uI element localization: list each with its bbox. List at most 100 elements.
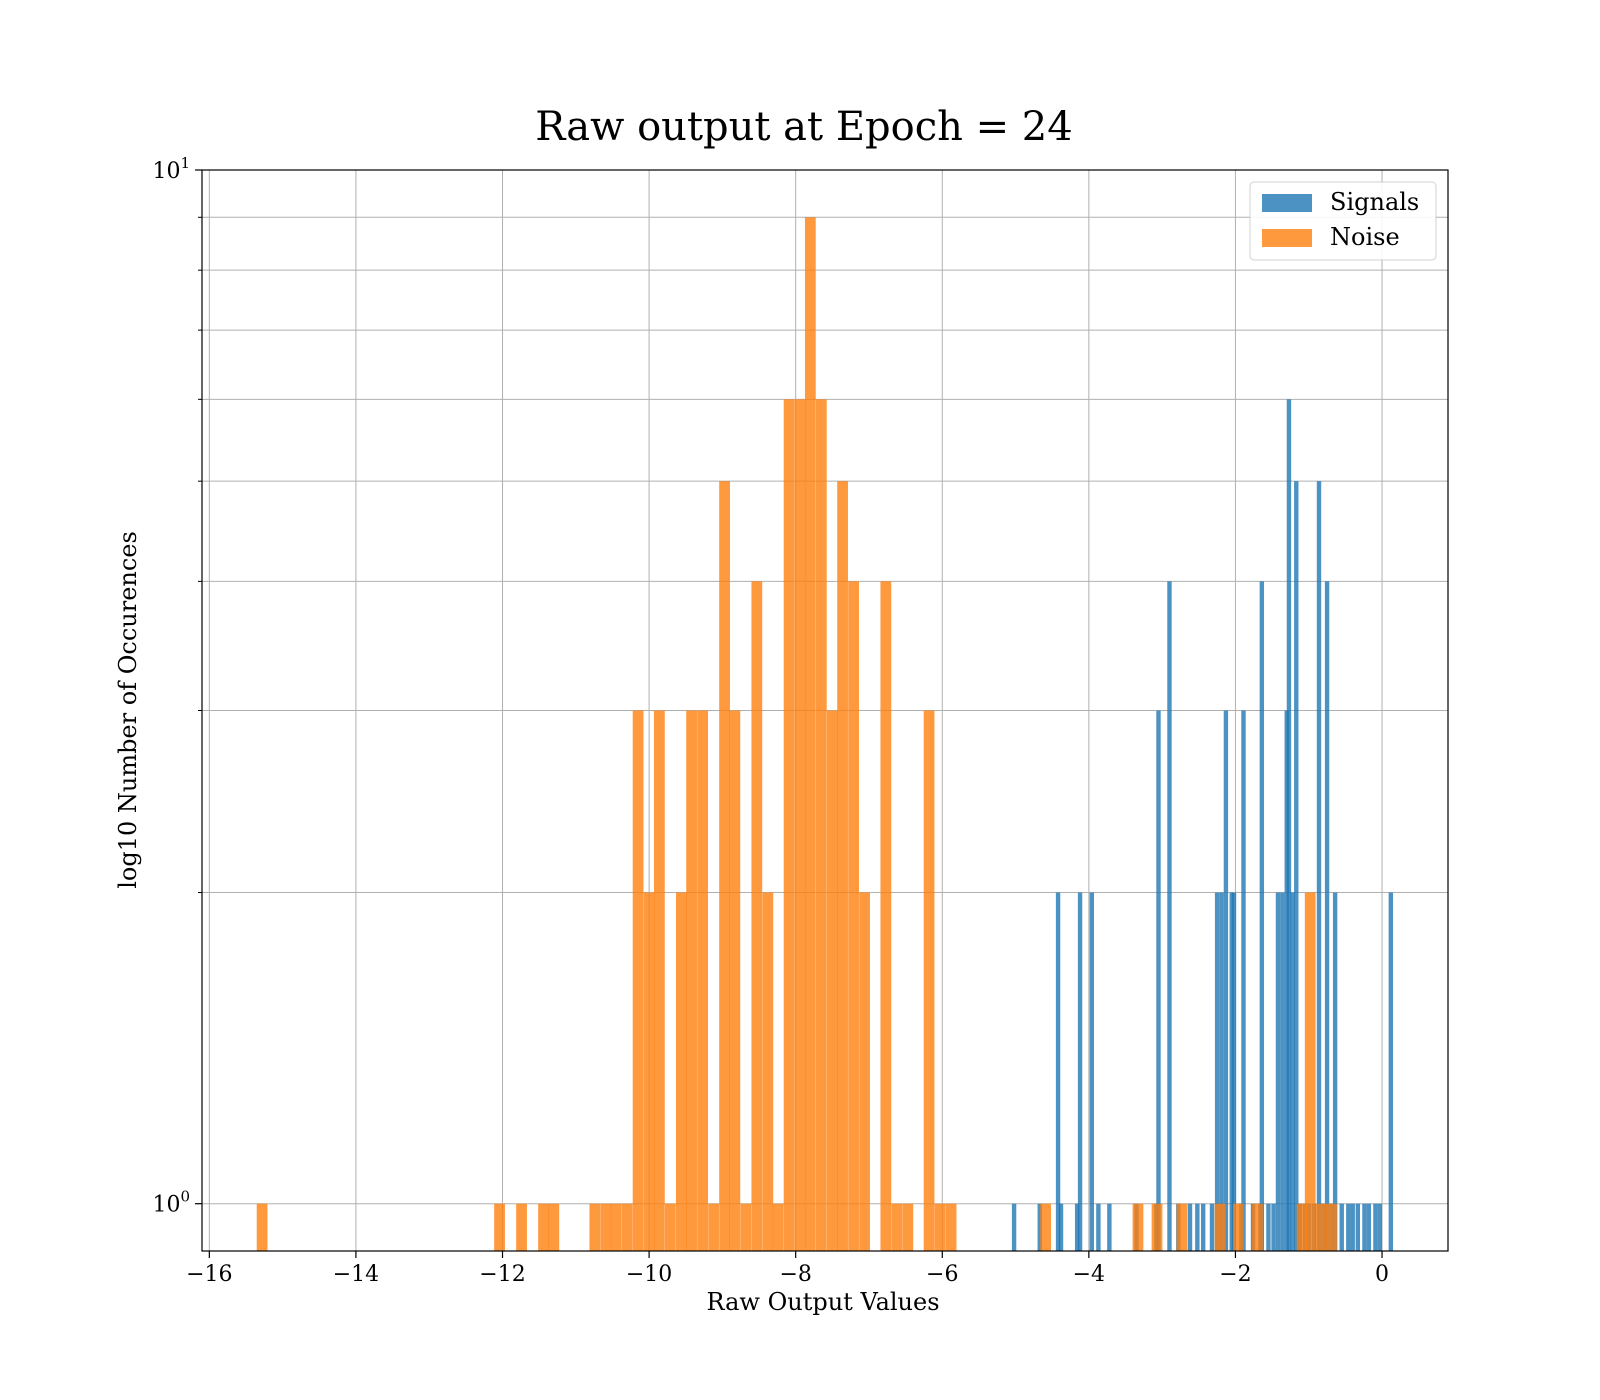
noise-bar (516, 1203, 527, 1251)
noise-bar (1252, 1203, 1263, 1251)
signals-bar (1362, 1203, 1367, 1251)
axis-ticks: −16 −14 −12 −10 −8 −6 −4 −2 0 100 101 (152, 154, 1389, 1287)
noise-bar (804, 217, 816, 1251)
signals-bar (1037, 1203, 1042, 1251)
y-tick-label: 100 (152, 1188, 190, 1218)
noise-bar (1176, 1203, 1188, 1251)
noise-bar (600, 1203, 612, 1251)
noise-bar (762, 892, 774, 1251)
signals-bar (1074, 1203, 1080, 1251)
signals-bar (1350, 1203, 1355, 1251)
signals-bars (1011, 399, 1394, 1252)
x-tick-label: −6 (926, 1262, 958, 1287)
x-tick-label: −2 (1219, 1262, 1251, 1287)
signals-bar (1373, 1203, 1378, 1251)
noise-bar (1315, 1203, 1327, 1251)
legend-label-signals: Signals (1330, 188, 1419, 216)
noise-bar (610, 1203, 622, 1251)
signals-bar (1294, 481, 1299, 1252)
y-axis-label: log10 Number of Occurences (114, 531, 142, 889)
signals-bar (1058, 1203, 1064, 1251)
signals-bar (1077, 892, 1083, 1251)
signals-bar (1316, 481, 1322, 1252)
legend: Signals Noise (1249, 181, 1437, 261)
noise-bar (719, 481, 730, 1252)
signals-bar (1214, 892, 1220, 1251)
noise-bar (859, 892, 870, 1251)
x-tick-label: −12 (479, 1262, 525, 1287)
signals-bar (1332, 892, 1338, 1251)
signals-bar (1290, 892, 1295, 1251)
noise-bar (826, 710, 838, 1251)
signals-bar (1089, 892, 1094, 1251)
noise-bar (945, 1203, 957, 1251)
signals-bar (1167, 581, 1172, 1251)
x-tick-label: −4 (1073, 1262, 1105, 1287)
noise-bar (1040, 1203, 1052, 1251)
noise-bar (772, 1203, 784, 1251)
y-tick-label: 101 (152, 154, 190, 184)
signals-bar (1266, 1203, 1271, 1251)
noise-bar (740, 1203, 752, 1251)
noise-bar (848, 581, 859, 1251)
signals-bar (1339, 1203, 1344, 1251)
signals-bar (1156, 710, 1161, 1251)
signals-bar (1271, 1203, 1276, 1251)
noise-bar (923, 710, 935, 1251)
x-tick-label: −14 (333, 1262, 379, 1287)
signals-bar (1200, 1203, 1206, 1251)
noise-bar (632, 710, 644, 1251)
noise-bar (256, 1203, 268, 1251)
signals-bar (1286, 399, 1292, 1251)
signals-bar (1377, 1203, 1383, 1251)
signals-bar (1055, 892, 1061, 1251)
x-tick-label: 0 (1375, 1262, 1389, 1287)
noise-bar (708, 1203, 719, 1251)
signals-bar (1324, 581, 1330, 1251)
noise-bar (1304, 892, 1316, 1251)
signals-bar (1223, 710, 1229, 1251)
noise-bar (621, 1203, 633, 1251)
signals-bar (1241, 710, 1246, 1251)
x-tick-label: −16 (186, 1262, 232, 1287)
noise-bar (751, 581, 763, 1251)
noise-bar (934, 1203, 946, 1251)
noise-bar (1296, 1203, 1308, 1251)
legend-swatch-noise (1262, 229, 1312, 247)
signals-bar (1096, 1203, 1101, 1251)
noise-bar (729, 710, 741, 1251)
noise-bar (548, 1203, 560, 1251)
signals-bar (1275, 892, 1281, 1251)
noise-bar (1151, 1203, 1163, 1251)
x-tick-label: −8 (779, 1262, 811, 1287)
noise-bar (538, 1203, 549, 1251)
noise-bars (256, 217, 1337, 1252)
noise-bar (1214, 1203, 1226, 1251)
signals-bar (1355, 1203, 1361, 1251)
noise-bar (794, 399, 806, 1251)
noise-bar (891, 1203, 903, 1251)
noise-bar (1326, 1203, 1337, 1251)
noise-bar (1232, 1203, 1244, 1251)
signals-bar (1209, 1203, 1215, 1251)
signals-bar (1187, 1203, 1193, 1251)
signals-bar (1231, 892, 1237, 1251)
signals-bar (1280, 892, 1285, 1251)
noise-bar (902, 1203, 914, 1251)
noise-bar (783, 399, 795, 1251)
signals-bar (1107, 1203, 1112, 1251)
x-tick-label: −10 (626, 1262, 672, 1287)
signals-bar (1195, 1203, 1200, 1251)
noise-bar (837, 481, 848, 1252)
signals-bar (1219, 892, 1224, 1251)
noise-bar (664, 1203, 676, 1251)
noise-bar (686, 710, 697, 1251)
noise-bar (697, 710, 708, 1251)
noise-bar (643, 892, 655, 1251)
legend-swatch-signals (1262, 194, 1312, 212)
signals-bar (1346, 1203, 1351, 1251)
noise-bar (880, 581, 892, 1251)
noise-bar (1132, 1203, 1144, 1251)
legend-label-noise: Noise (1330, 223, 1400, 251)
